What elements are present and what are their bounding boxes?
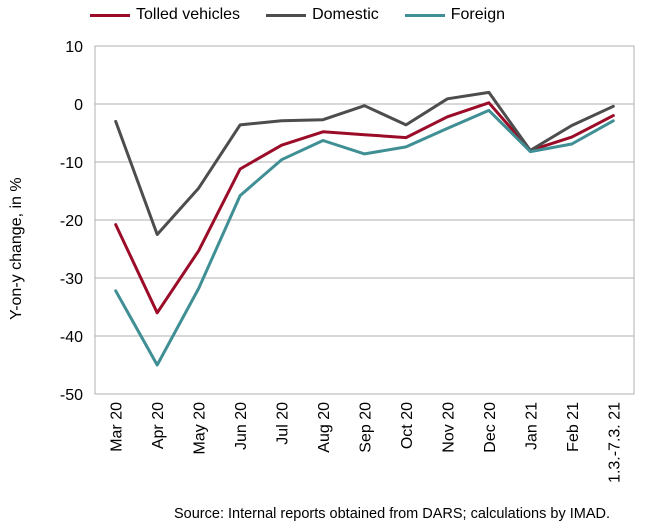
x-tick-label: Aug 20 [316,402,333,453]
y-axis-label: Y-on-y change, in % [8,177,25,320]
x-tick-label: Sep 20 [358,402,375,453]
source-note: Source: Internal reports obtained from D… [174,506,610,522]
x-tick-label: Mar 20 [109,402,126,452]
x-tick-label: Jun 20 [233,402,250,450]
series-line-tolled-vehicles [114,101,615,315]
legend-label-tolled: Tolled vehicles [136,6,241,23]
legend-item-tolled: Tolled vehicles [90,6,240,24]
series-line-domestic [114,90,615,236]
y-tick-label: 0 [74,97,83,114]
legend-label-domestic: Domestic [312,6,379,23]
x-tick-label: Oct 20 [399,402,416,449]
y-tick-label: -50 [60,387,83,404]
x-tick-label: Dec 20 [482,402,499,453]
y-tick-label: -20 [60,213,83,230]
x-tick-label: Nov 20 [440,402,457,453]
legend-swatch-foreign [404,13,445,17]
y-tick-label: -30 [60,271,83,288]
legend: Tolled vehicles Domestic Foreign [90,6,505,24]
x-tick-label: Jul 20 [275,402,292,445]
legend-item-foreign: Foreign [404,6,505,24]
legend-swatch-tolled [90,13,130,17]
y-tick-label: 10 [65,39,83,56]
legend-label-foreign: Foreign [450,6,505,23]
x-tick-label: Jan 21 [523,402,540,450]
x-tick-label: May 20 [192,402,209,455]
series-line-foreign [114,108,615,367]
x-tick-label: Apr 20 [150,402,167,449]
legend-swatch-domestic [266,13,307,17]
y-tick-label: -40 [60,329,83,346]
legend-item-domestic: Domestic [266,6,379,24]
y-tick-label: -10 [60,155,83,172]
x-tick-label: 1.3.-7.3. 21 [606,402,623,483]
x-tick-label: Feb 21 [565,402,582,452]
